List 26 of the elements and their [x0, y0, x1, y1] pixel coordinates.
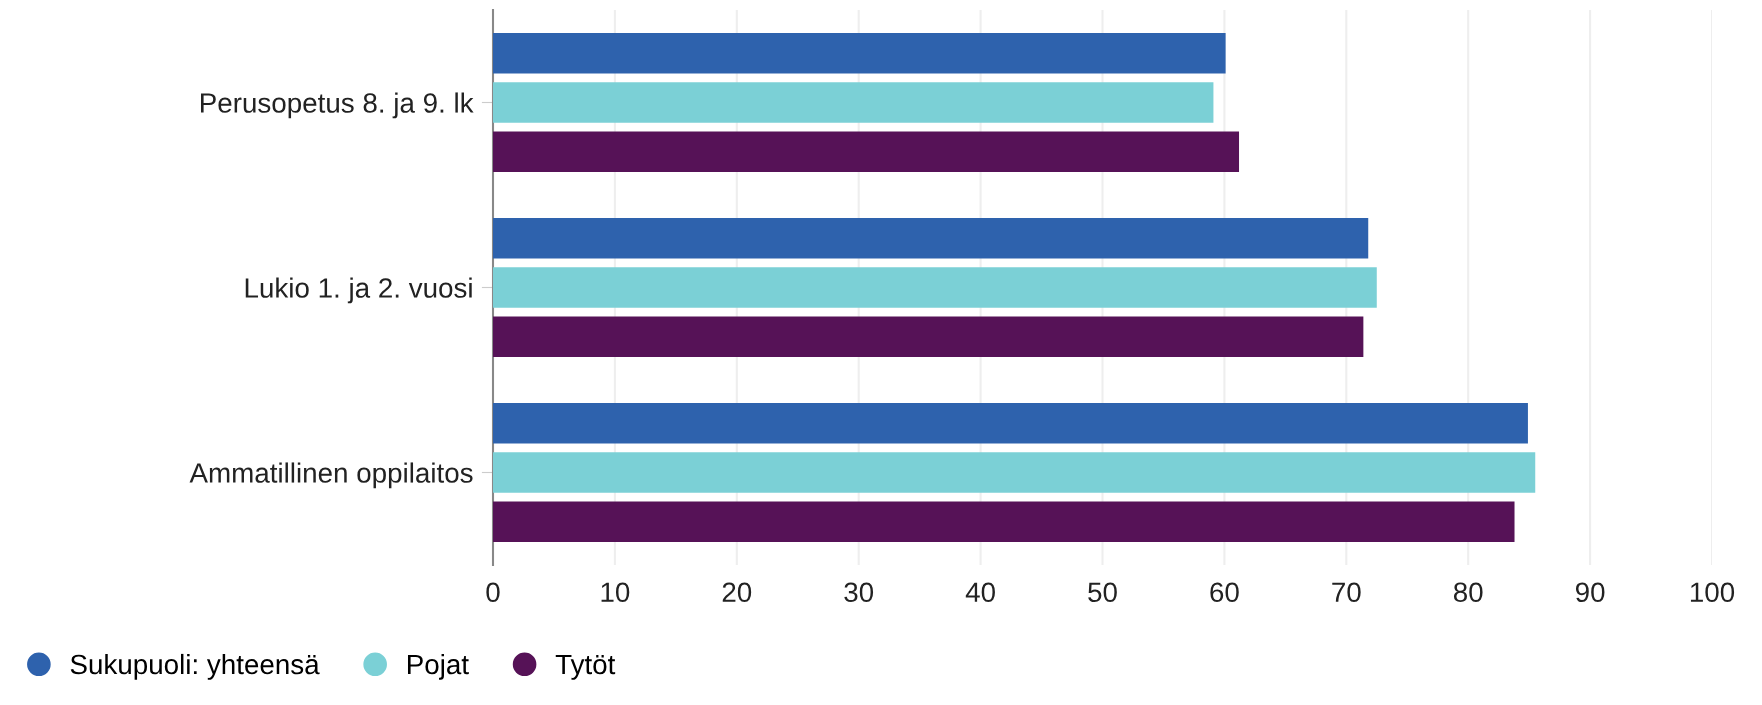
- x-tick-label: 80: [1453, 582, 1483, 603]
- x-tick-label: 70: [1332, 582, 1361, 603]
- legend-label: Pojat: [407, 653, 469, 680]
- y-tick-label: Lukio 1. ja 2. vuosi: [245, 277, 472, 304]
- x-tick-label: 0: [486, 582, 500, 603]
- bar: [493, 217, 1369, 259]
- bar: [493, 82, 1214, 123]
- y-tick-label: Perusopetus 8. ja 9. lk: [201, 92, 474, 119]
- bar: [493, 131, 1240, 173]
- bar: [493, 316, 1364, 358]
- x-tick-label: 40: [965, 582, 995, 603]
- legend-label: Tytöt: [555, 654, 616, 680]
- bar: [493, 402, 1528, 444]
- bar: [493, 452, 1536, 493]
- bar: [493, 32, 1226, 74]
- x-tick-label: 20: [722, 582, 752, 603]
- x-tick-label: 90: [1575, 582, 1605, 603]
- bar: [493, 267, 1377, 308]
- y-tick-label: Ammatillinen oppilaitos: [189, 462, 473, 489]
- legend-label: Sukupuoli: yhteensä: [70, 653, 320, 680]
- x-tick-label: 100: [1690, 582, 1735, 603]
- x-tick-label: 60: [1210, 582, 1239, 603]
- bar: [493, 501, 1515, 543]
- x-tick-label: 30: [844, 582, 874, 603]
- x-tick-label: 10: [601, 582, 630, 603]
- x-tick-label: 50: [1088, 582, 1117, 603]
